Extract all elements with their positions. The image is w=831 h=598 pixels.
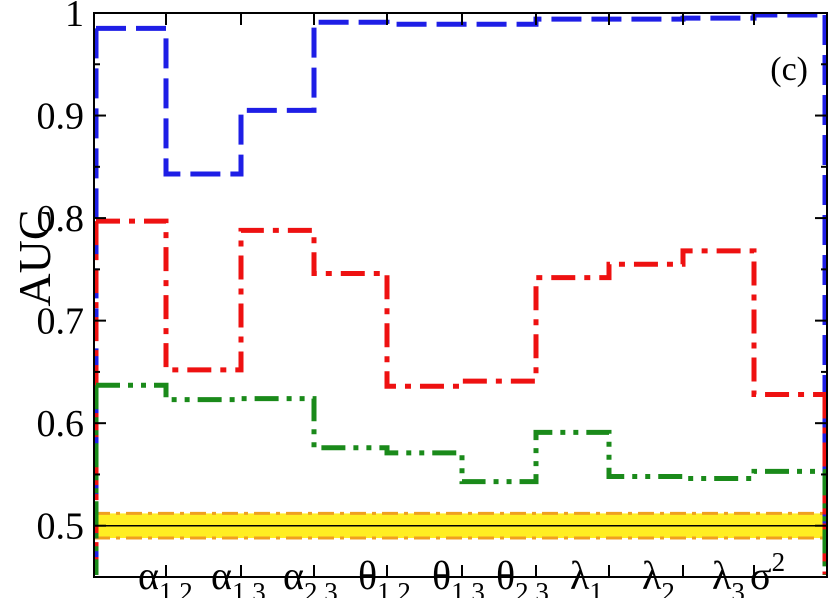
- x-category-label: σ2: [750, 547, 785, 598]
- y-tick-labels: 0.5 0.6 0.7 0.8 0.9 1: [37, 0, 85, 548]
- x-category-label: α1,3: [211, 553, 266, 598]
- baseline-band: [94, 511, 827, 540]
- category-symbol: λ: [712, 553, 732, 598]
- category-symbol: θ: [496, 553, 515, 598]
- category-symbol: α: [138, 553, 159, 598]
- category-symbol: θ: [432, 553, 451, 598]
- category-symbol: σ: [750, 553, 772, 598]
- category-subscript: 1: [589, 577, 603, 598]
- category-subscript: 2,3: [515, 577, 549, 598]
- category-subscript: 1,2: [159, 577, 193, 598]
- series-layer: [93, 12, 828, 575]
- category-symbol: α: [211, 553, 232, 598]
- category-subscript: 1,3: [232, 577, 266, 598]
- category-subscript: 1,3: [451, 577, 485, 598]
- category-superscript: 2: [772, 547, 786, 577]
- category-symbol: α: [283, 553, 304, 598]
- y-tick-label: 0.7: [37, 301, 85, 343]
- x-category-label: λ2: [642, 553, 675, 598]
- category-symbol: θ: [358, 553, 377, 598]
- x-category-labels: α1,2 α1,3 α2,3 θ1,2 θ1,3 θ2,3 λ1 λ2 λ3 σ2: [138, 547, 785, 598]
- x-category-label: θ2,3: [496, 553, 549, 598]
- y-tick-label: 0.6: [37, 403, 85, 445]
- y-axis-title: AUC: [9, 209, 60, 306]
- x-category-label: λ1: [570, 553, 603, 598]
- panel-label: (c): [770, 51, 808, 88]
- category-subscript: 3: [731, 577, 745, 598]
- x-category-label: θ1,2: [358, 553, 411, 598]
- y-tick-label: 1: [65, 0, 84, 35]
- category-subscript: 2: [661, 577, 675, 598]
- x-category-label: θ1,3: [432, 553, 485, 598]
- series-line-3: [96, 382, 826, 485]
- y-tick-label: 0.9: [37, 96, 85, 138]
- plot-frame: [93, 12, 828, 578]
- category-symbol: λ: [642, 553, 662, 598]
- x-category-label: λ3: [712, 553, 745, 598]
- category-symbol: λ: [570, 553, 590, 598]
- category-subscript: 1,2: [377, 577, 411, 598]
- plot-border: [93, 12, 828, 578]
- series-line-1: [96, 12, 826, 177]
- y-tick-label: 0.5: [37, 506, 85, 548]
- x-category-label: α2,3: [283, 553, 338, 598]
- y-tick-label: 0.8: [37, 198, 85, 240]
- series-line-2: [96, 218, 826, 397]
- category-subscript: 2,3: [304, 577, 338, 598]
- x-category-label: α1,2: [138, 553, 193, 598]
